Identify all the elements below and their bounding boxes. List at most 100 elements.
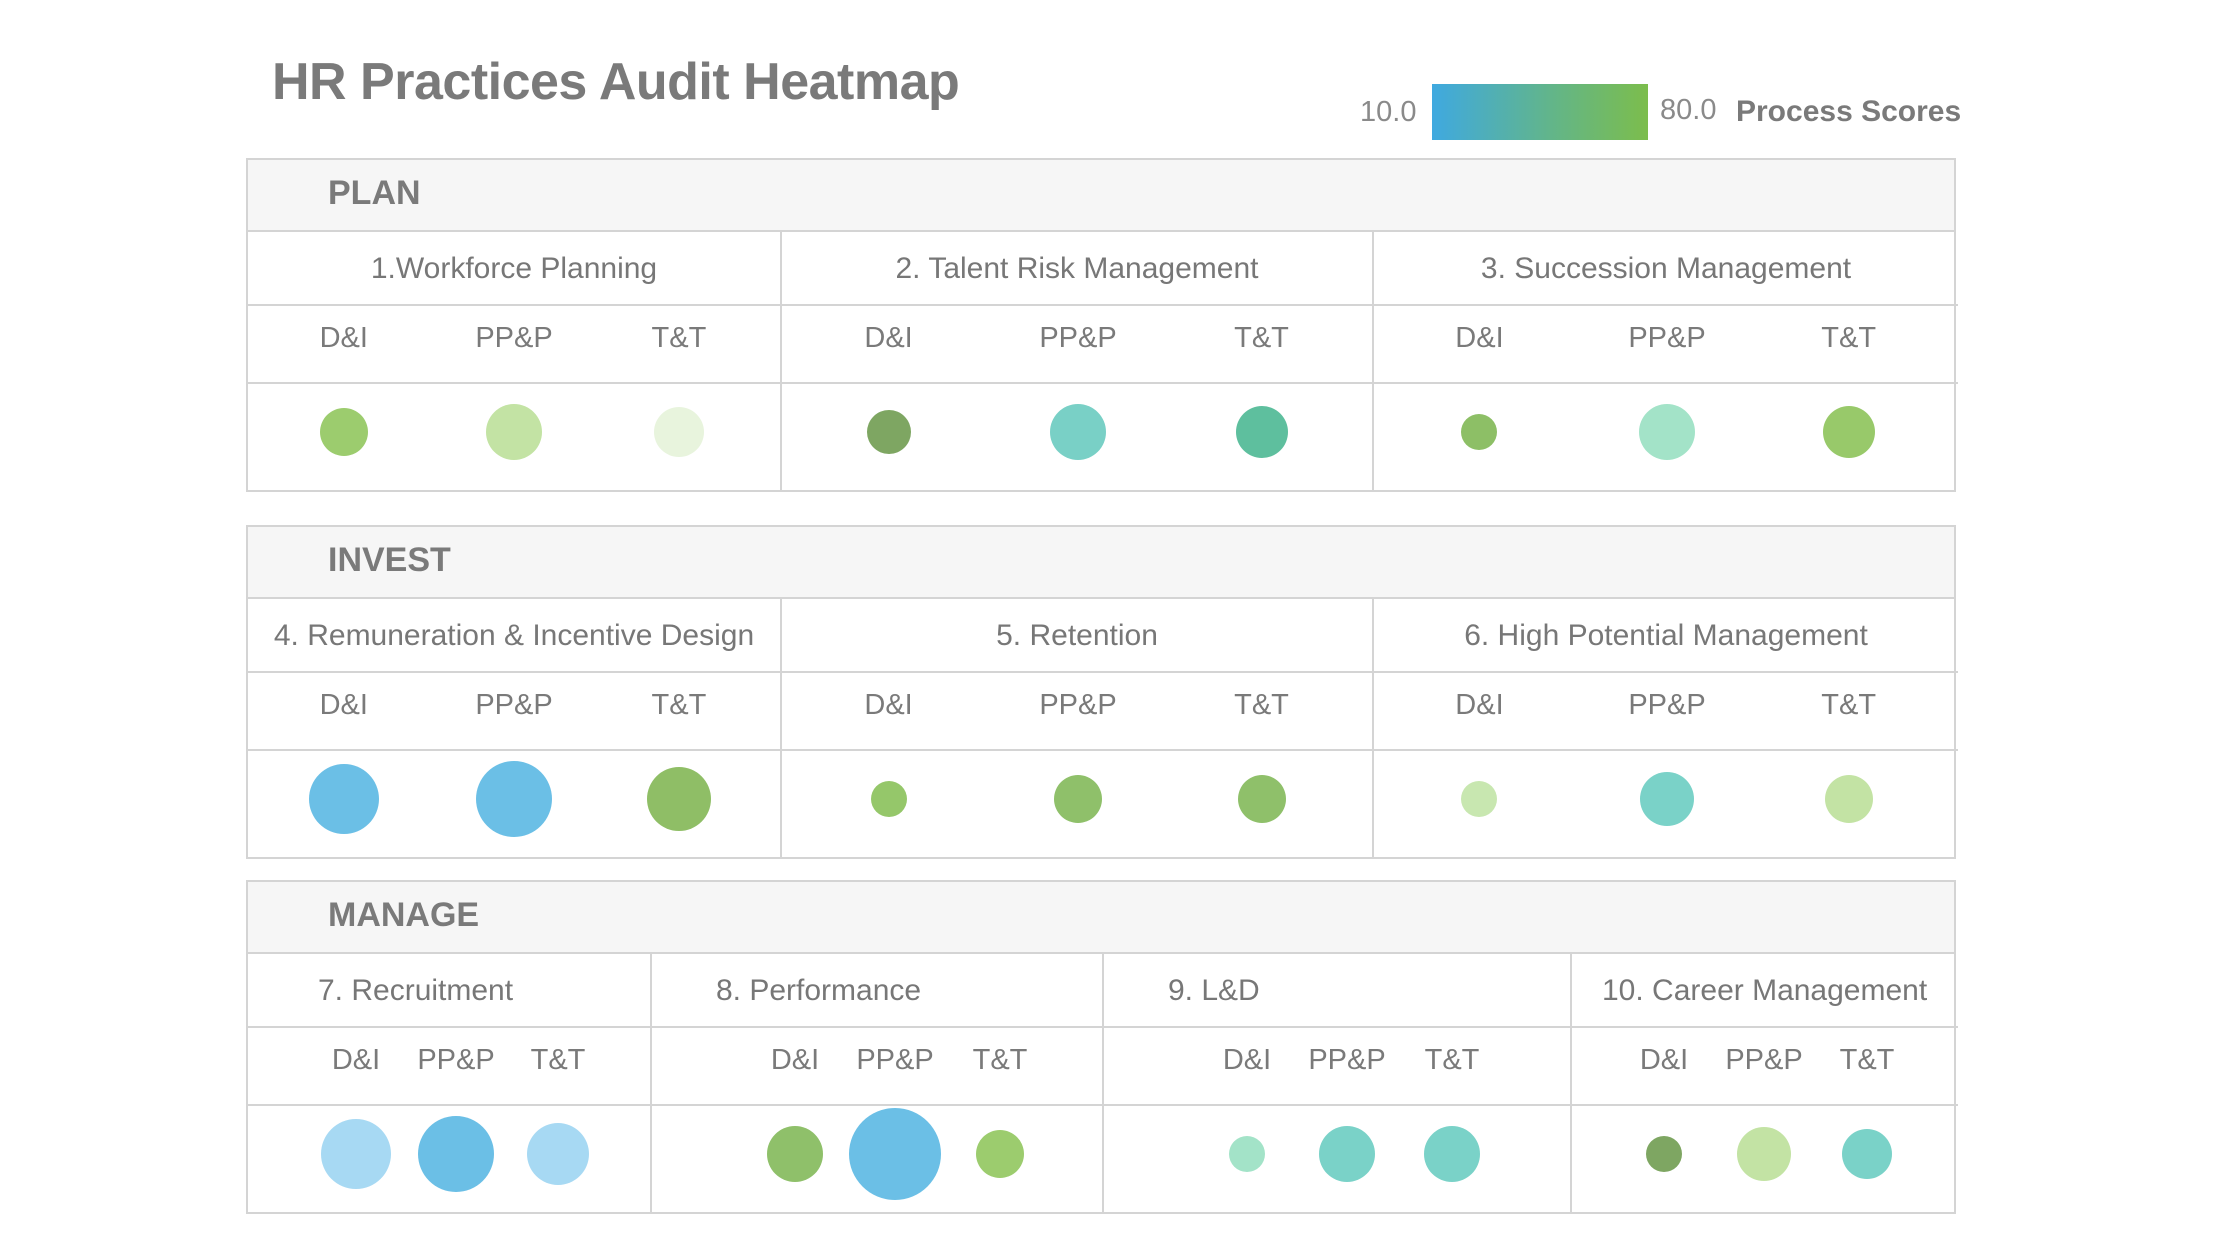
- process-column: 1.Workforce Planning D&I PP&P T&T: [248, 232, 780, 490]
- page-title: HR Practices Audit Heatmap: [272, 53, 960, 111]
- score-bubble: [319, 408, 368, 456]
- score-bubble: [1229, 1136, 1265, 1172]
- process-title: 2. Talent Risk Management: [782, 232, 1372, 306]
- metric-label: D&I: [1455, 322, 1504, 354]
- metric-label: D&I: [864, 689, 913, 721]
- metric-label: T&T: [1424, 1044, 1480, 1076]
- metric-label: PP&P: [1039, 322, 1117, 354]
- metric-label: D&I: [864, 322, 913, 354]
- metric-label: PP&P: [417, 1044, 495, 1076]
- score-bubble: [1461, 781, 1498, 817]
- metric-label: D&I: [319, 322, 368, 354]
- process-column: 8. Performance D&I PP&P T&T: [650, 954, 1102, 1212]
- metric-label: D&I: [331, 1044, 381, 1076]
- metric-label: D&I: [1455, 689, 1504, 721]
- process-column: 7. Recruitment D&I PP&P T&T: [248, 954, 650, 1212]
- color-legend: 10.0 80.0 Process Scores: [0, 80, 2240, 150]
- score-bubble: [1640, 772, 1694, 826]
- score-bubble: [646, 767, 711, 831]
- legend-min-label: 10.0: [1360, 96, 1417, 128]
- metric-row: D&I PP&P T&T: [782, 306, 1372, 384]
- score-bubble: [321, 1119, 391, 1189]
- score-bubble: [849, 1108, 941, 1200]
- score-bubble: [486, 404, 542, 460]
- process-title: 8. Performance: [652, 954, 1102, 1028]
- process-column: 3. Succession Management D&I PP&P T&T: [1372, 232, 1958, 490]
- process-title: 7. Recruitment: [248, 954, 650, 1028]
- process-title: 10. Career Management: [1572, 954, 1958, 1028]
- metric-row: D&I PP&P T&T: [248, 673, 780, 751]
- metric-label: PP&P: [1308, 1044, 1386, 1076]
- score-bubble: [476, 761, 552, 837]
- metric-label: T&T: [530, 1044, 586, 1076]
- process-column: 6. High Potential Management D&I PP&P T&T: [1372, 599, 1958, 857]
- metric-label: PP&P: [475, 322, 553, 354]
- score-bubble: [1319, 1126, 1375, 1182]
- score-bubble: [1824, 775, 1873, 823]
- score-bubble: [1235, 406, 1288, 458]
- metric-label: T&T: [651, 322, 707, 354]
- metric-row: D&I PP&P T&T: [248, 306, 780, 384]
- legend-max-label: 80.0: [1660, 94, 1717, 126]
- metric-label: PP&P: [856, 1044, 934, 1076]
- score-bubble: [767, 1126, 823, 1182]
- score-bubble: [1424, 1126, 1480, 1182]
- process-title: 5. Retention: [782, 599, 1372, 673]
- metric-label: D&I: [1639, 1044, 1689, 1076]
- metric-label: T&T: [1234, 689, 1289, 721]
- process-column: 10. Career Management D&I PP&P T&T: [1570, 954, 1958, 1212]
- metric-label: PP&P: [475, 689, 553, 721]
- metric-label: T&T: [1821, 322, 1877, 354]
- metric-row: D&I PP&P T&T: [1572, 1028, 1958, 1106]
- metric-label: D&I: [319, 689, 368, 721]
- score-bubble: [1639, 404, 1695, 460]
- section-header: MANAGE: [248, 882, 1954, 954]
- metric-label: PP&P: [1628, 689, 1706, 721]
- metric-row: D&I PP&P T&T: [652, 1028, 1102, 1106]
- section-title: INVEST: [328, 541, 451, 579]
- score-bubble: [1822, 406, 1875, 458]
- score-bubble: [866, 410, 911, 454]
- metric-label: PP&P: [1628, 322, 1706, 354]
- legend-title: Process Scores: [1736, 95, 1962, 128]
- section-manage: MANAGE 7. Recruitment D&I PP&P T&T 8. Perform…: [246, 880, 1958, 1214]
- section-invest: INVEST 4. Remuneration & Incentive Design…: [246, 525, 1958, 859]
- process-title: 6. High Potential Management: [1374, 599, 1958, 673]
- score-bubble: [653, 407, 704, 457]
- metric-row: D&I PP&P T&T: [782, 673, 1372, 751]
- score-bubble: [870, 781, 907, 817]
- process-title: 9. L&D: [1104, 954, 1570, 1028]
- section-header: INVEST: [248, 527, 1954, 599]
- score-bubble: [1237, 775, 1286, 823]
- score-bubble: [1050, 404, 1106, 460]
- section-title: MANAGE: [328, 896, 480, 934]
- legend-gradient-bar: [1432, 84, 1648, 140]
- score-bubble: [418, 1116, 494, 1192]
- metric-row: D&I PP&P T&T: [248, 1028, 650, 1106]
- metric-row: D&I PP&P T&T: [1104, 1028, 1570, 1106]
- process-column: 4. Remuneration & Incentive Design D&I PP&…: [248, 599, 780, 857]
- process-title: 1.Workforce Planning: [248, 232, 780, 306]
- process-title: 4. Remuneration & Incentive Design: [248, 599, 780, 673]
- metric-row: D&I PP&P T&T: [1374, 306, 1958, 384]
- section-header: PLAN: [248, 160, 1954, 232]
- score-bubble: [1842, 1129, 1892, 1179]
- metric-label: T&T: [1234, 322, 1289, 354]
- score-bubble: [1646, 1136, 1682, 1172]
- section-title: PLAN: [328, 174, 421, 212]
- score-bubble: [976, 1130, 1024, 1178]
- metric-label: D&I: [770, 1044, 820, 1076]
- score-bubble: [1054, 775, 1102, 823]
- process-column: 2. Talent Risk Management D&I PP&P T&T: [780, 232, 1372, 490]
- metric-label: PP&P: [1039, 689, 1117, 721]
- score-bubble: [308, 764, 379, 834]
- score-bubble: [1461, 414, 1498, 450]
- process-column: 5. Retention D&I PP&P T&T: [780, 599, 1372, 857]
- metric-label: PP&P: [1725, 1044, 1803, 1076]
- metric-label: T&T: [651, 689, 707, 721]
- score-bubble: [527, 1123, 589, 1185]
- section-plan: PLAN 1.Workforce Planning D&I PP&P T&T 2. Tal…: [246, 158, 1958, 492]
- metric-label: T&T: [1821, 689, 1877, 721]
- metric-label: D&I: [1222, 1044, 1272, 1076]
- metric-label: T&T: [1839, 1044, 1895, 1076]
